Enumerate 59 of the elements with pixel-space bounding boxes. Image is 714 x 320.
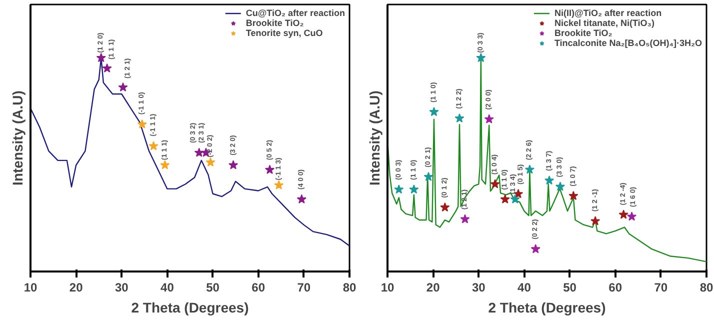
x-tick-label: 80	[700, 280, 714, 294]
point	[118, 82, 128, 92]
point	[460, 214, 470, 224]
point	[409, 184, 419, 194]
x-tick-label: 80	[342, 280, 356, 294]
point	[148, 141, 158, 150]
point	[490, 179, 500, 188]
point	[424, 172, 434, 182]
point	[206, 157, 216, 166]
point	[510, 194, 520, 204]
point	[476, 52, 486, 62]
x-tick-label: 50	[206, 280, 220, 294]
point	[568, 190, 578, 200]
point	[96, 52, 106, 62]
point	[590, 216, 600, 226]
x-tick-label: 10	[24, 280, 38, 294]
legend-label: Cu@TiO₂ after reaction	[246, 8, 345, 18]
x-tick-label: 50	[563, 280, 577, 294]
y-axis-title: Intensity (A.U)	[10, 90, 26, 186]
x-tick-label: 70	[654, 280, 668, 294]
point	[194, 148, 204, 157]
point	[102, 63, 112, 73]
point	[484, 114, 494, 124]
point	[160, 160, 170, 170]
point	[296, 194, 306, 204]
x-axis-title: 2 Theta (Degrees)	[488, 300, 606, 316]
x-tick-label: 40	[160, 280, 174, 294]
point	[137, 119, 147, 128]
x-tick-label: 70	[297, 280, 311, 294]
x-tick-label: 20	[426, 280, 440, 294]
y-axis-title: Intensity (A.U)	[366, 90, 382, 186]
point	[618, 210, 628, 219]
point	[555, 182, 565, 191]
point	[626, 212, 637, 221]
point	[429, 106, 439, 116]
x-tick-label: 10	[380, 280, 394, 294]
x-axis-title: 2 Theta (Degrees)	[131, 300, 249, 316]
point	[440, 202, 450, 212]
legend-label: Nickel titanate, Ni(TiO₃)	[554, 18, 654, 28]
point	[544, 176, 554, 185]
point	[394, 184, 404, 194]
legend-label: Brookite TiO₂	[246, 18, 304, 28]
point	[264, 164, 275, 174]
legend-label: Brookite TiO₂	[554, 28, 612, 38]
point	[454, 113, 464, 122]
legend-label: Ni(II)@TiO₂ after reaction	[554, 8, 662, 18]
point	[530, 244, 540, 254]
x-tick-label: 30	[472, 280, 486, 294]
x-tick-label: 60	[608, 280, 622, 294]
point	[274, 180, 284, 190]
x-tick-label: 20	[69, 280, 84, 294]
x-tick-label: 40	[518, 280, 532, 294]
x-tick-label: 60	[252, 280, 266, 294]
legend-label: Tincalconite Na₂[B₄O₅(OH)₄]·3H₂O	[554, 38, 702, 48]
point	[228, 160, 238, 170]
x-tick-label: 30	[114, 280, 129, 294]
legend-label: Tenorite syn, CuO	[246, 28, 323, 38]
point	[524, 164, 534, 174]
point	[500, 194, 510, 204]
